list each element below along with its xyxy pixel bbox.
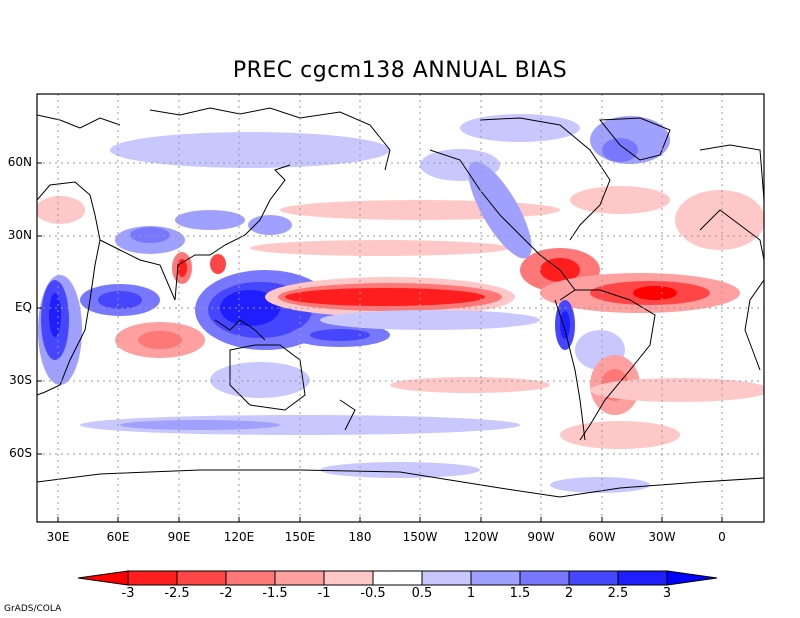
gridlines <box>37 94 764 522</box>
colorbar-label: -0.5 <box>360 586 386 601</box>
lat-label-60s: 60S <box>9 446 32 460</box>
lon-label-90w: 90W <box>527 530 555 544</box>
colorbar-label: -2 <box>219 586 233 601</box>
lon-label-30e: 30E <box>46 530 70 544</box>
lon-label-60e: 60E <box>106 530 130 544</box>
lon-label-150e: 150E <box>284 530 316 544</box>
lat-label-30s: 30S <box>9 373 32 387</box>
colorbar-box <box>372 570 423 586</box>
lon-label-120e: 120E <box>223 530 255 544</box>
lon-label-30w: 30W <box>648 530 676 544</box>
colorbar-label: 0.5 <box>411 586 433 601</box>
tick-marks <box>37 162 723 522</box>
lon-label-150w: 150W <box>402 530 438 544</box>
colorbar-label: -3 <box>121 586 135 601</box>
colorbar-box <box>127 570 178 586</box>
colorbar-box <box>519 570 570 586</box>
map-area <box>37 94 764 522</box>
lat-label-60n: 60N <box>7 155 32 169</box>
colorbar-box <box>470 570 521 586</box>
lon-label-60w: 60W <box>588 530 616 544</box>
lon-label-0: 0 <box>718 530 726 544</box>
colorbar-box <box>274 570 325 586</box>
colorbar-box <box>176 570 227 586</box>
bias-field <box>37 114 764 493</box>
chart-title: PREC cgcm138 ANNUAL BIAS <box>232 58 568 83</box>
colorbar-label: -1.5 <box>262 586 288 601</box>
lon-label-180: 180 <box>348 530 372 544</box>
colorbar-box <box>617 570 668 586</box>
lat-label-30n: 30N <box>7 228 32 242</box>
colorbar-label: 1 <box>466 586 476 601</box>
lat-label-eq: EQ <box>14 300 32 314</box>
colorbar-low-arrow <box>77 570 129 586</box>
colorbar-label: 2 <box>564 586 574 601</box>
colorbar <box>77 570 718 586</box>
colorbar-label: 2.5 <box>607 586 629 601</box>
colorbar-box <box>568 570 619 586</box>
credit-text: GrADS/COLA <box>4 604 62 614</box>
colorbar-label: 1.5 <box>509 586 531 601</box>
lon-label-90e: 90E <box>167 530 191 544</box>
colorbar-box <box>225 570 276 586</box>
colorbar-box <box>421 570 472 586</box>
colorbar-box <box>323 570 374 586</box>
colorbar-high-arrow <box>666 570 718 586</box>
colorbar-label: -1 <box>317 586 331 601</box>
colorbar-label: -2.5 <box>164 586 190 601</box>
lon-label-120w: 120W <box>463 530 499 544</box>
coastlines <box>37 107 764 498</box>
colorbar-label: 3 <box>662 586 672 601</box>
